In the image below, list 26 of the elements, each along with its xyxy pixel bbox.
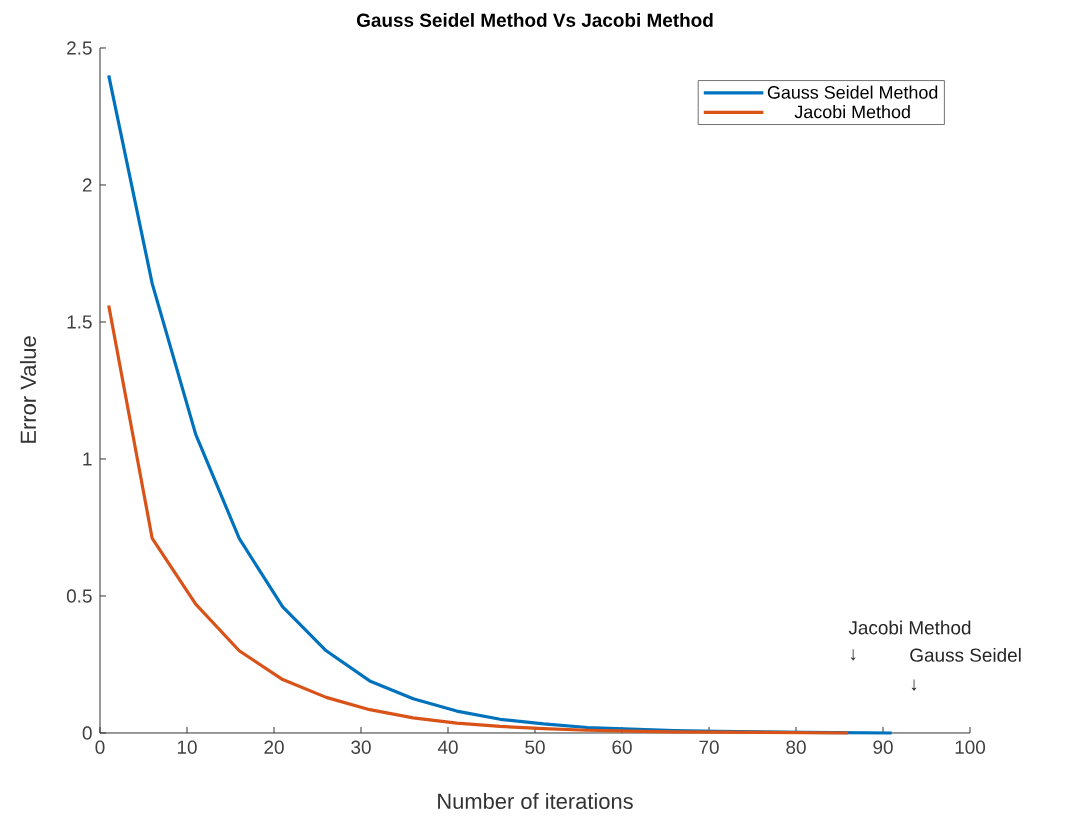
legend-label: Jacobi Method: [794, 105, 910, 119]
annotation: Jacobi Method: [848, 620, 971, 635]
x-tick-label: 100: [955, 740, 986, 754]
y-tick-label: 0.5: [66, 589, 92, 603]
x-tick-label: 0: [95, 740, 105, 754]
y-tick-label: 1: [83, 452, 92, 466]
x-tick-label: 70: [699, 740, 719, 754]
x-tick-label: 30: [351, 740, 371, 754]
y-axis-title: Error Value: [19, 336, 37, 443]
annotation: ↓: [850, 649, 856, 661]
annotation: Gauss Seidel: [910, 647, 1021, 662]
legend-label: Gauss Seidel Method: [767, 85, 938, 99]
y-tick-label: 0: [82, 726, 92, 740]
x-tick-label: 40: [437, 740, 458, 754]
x-tick-label: 80: [786, 740, 806, 754]
y-tick-label: 1.5: [67, 315, 92, 329]
x-axis-title: Number of iterations: [438, 792, 633, 810]
x-tick-label: 20: [264, 740, 284, 754]
x-tick-label: 10: [177, 740, 197, 754]
y-tick-label: 2: [82, 178, 92, 192]
annotation: ↓: [911, 679, 917, 691]
y-tick-label: 2.5: [67, 41, 92, 55]
x-tick-label: 60: [612, 740, 632, 754]
chart-title: Gauss Seidel Method Vs Jacobi Method: [356, 13, 713, 27]
x-tick-label: 90: [873, 740, 893, 754]
x-tick-label: 50: [525, 740, 545, 754]
